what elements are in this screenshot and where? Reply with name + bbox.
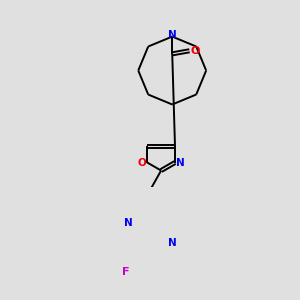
Text: F: F (122, 267, 129, 278)
Text: N: N (168, 238, 176, 248)
Text: O: O (191, 46, 200, 56)
Text: O: O (138, 158, 147, 167)
Text: N: N (168, 30, 177, 40)
Text: N: N (176, 158, 184, 167)
Text: N: N (124, 218, 132, 228)
